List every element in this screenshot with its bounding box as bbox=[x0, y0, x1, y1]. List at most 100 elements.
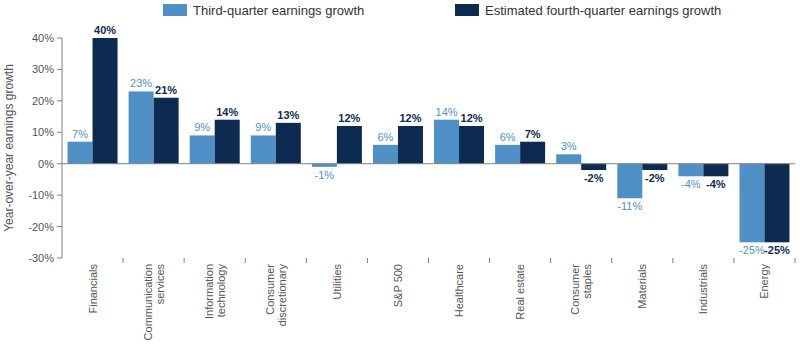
bar bbox=[215, 120, 240, 164]
legend-label: Third-quarter earnings growth bbox=[193, 3, 364, 18]
data-label: 12% bbox=[338, 112, 360, 124]
x-tick-label-line: Consumer bbox=[569, 264, 581, 315]
x-tick bbox=[795, 258, 796, 263]
bar bbox=[251, 135, 276, 163]
data-label: -11% bbox=[617, 200, 642, 212]
x-tick-label-line: discretionary bbox=[276, 264, 288, 327]
bar bbox=[703, 164, 728, 177]
x-tick-label-line: technology bbox=[215, 264, 227, 318]
y-tick-label: -30% bbox=[28, 252, 54, 264]
x-tick-label-line: Energy bbox=[758, 264, 770, 299]
y-tick-label: 40% bbox=[32, 32, 54, 44]
y-axis-title: Year-over-year earnings growth bbox=[2, 64, 16, 232]
x-tick bbox=[367, 258, 368, 263]
x-tick-label: Informationtechnology bbox=[203, 264, 227, 320]
y-tick bbox=[57, 226, 62, 227]
x-tick-label-line: Consumer bbox=[264, 264, 276, 315]
data-label: 3% bbox=[561, 140, 577, 152]
data-label: 21% bbox=[155, 84, 177, 96]
x-tick-label-line: Materials bbox=[636, 264, 648, 309]
x-tick bbox=[672, 258, 673, 263]
x-tick-label-line: Industrials bbox=[697, 264, 709, 315]
x-tick bbox=[550, 258, 551, 263]
bar bbox=[581, 164, 606, 170]
y-tick bbox=[57, 258, 62, 259]
x-tick bbox=[123, 258, 124, 263]
y-tick bbox=[57, 163, 62, 164]
x-tick-label: Communicationservices bbox=[142, 264, 166, 341]
data-label: 7% bbox=[72, 128, 88, 140]
chart: -30% -20% -10% 0% 10% 20% 30% 40% Year-over-year… bbox=[0, 0, 800, 351]
data-label: -25% bbox=[739, 244, 765, 256]
x-tick bbox=[245, 258, 246, 263]
x-tick-label: Industrials bbox=[697, 264, 709, 315]
bar bbox=[556, 154, 581, 163]
data-label: -2% bbox=[645, 172, 665, 184]
x-tick-label-line: Communication bbox=[142, 264, 154, 340]
bar bbox=[190, 135, 215, 163]
data-label: -2% bbox=[584, 172, 604, 184]
x-tick-label-line: Utilities bbox=[331, 264, 343, 300]
y-tick bbox=[57, 132, 62, 133]
bar bbox=[617, 164, 642, 199]
data-label: 9% bbox=[194, 121, 210, 133]
data-label: -25% bbox=[764, 244, 790, 256]
x-tick-label: Healthcare bbox=[453, 264, 465, 317]
data-label: 9% bbox=[255, 121, 271, 133]
legend: Third-quarter earnings growth Estimated f… bbox=[163, 3, 721, 18]
x-tick bbox=[611, 258, 612, 263]
legend-swatch bbox=[163, 4, 187, 16]
data-label: 14% bbox=[216, 106, 238, 118]
x-tick-label: Financials bbox=[87, 264, 99, 314]
data-label: 14% bbox=[436, 106, 458, 118]
legend-label: Estimated fourth-quarter earnings growth bbox=[485, 3, 721, 18]
y-tick bbox=[57, 69, 62, 70]
y-tick-label: -10% bbox=[28, 189, 54, 201]
data-label: 12% bbox=[461, 112, 483, 124]
x-tick-label-line: S&P 500 bbox=[392, 264, 404, 307]
y-tick-label: -20% bbox=[28, 221, 54, 233]
bar bbox=[68, 142, 93, 164]
bar bbox=[154, 98, 179, 164]
x-tick-label: Consumerdiscretionary bbox=[264, 264, 288, 327]
bar bbox=[93, 38, 118, 164]
bar bbox=[495, 145, 520, 164]
y-axis-line bbox=[62, 38, 63, 258]
data-label: 12% bbox=[399, 112, 421, 124]
bar bbox=[678, 164, 703, 177]
y-tick-label: 10% bbox=[32, 126, 54, 138]
x-tick-label-line: staples bbox=[581, 264, 593, 299]
x-tick-label-line: services bbox=[154, 264, 166, 305]
bar bbox=[276, 123, 301, 164]
data-label: 40% bbox=[94, 24, 116, 36]
data-label: 6% bbox=[500, 131, 516, 143]
x-tick-label: S&P 500 bbox=[392, 264, 404, 307]
x-tick bbox=[733, 258, 734, 263]
bar bbox=[764, 164, 789, 243]
y-tick-label: 30% bbox=[32, 63, 54, 75]
bar bbox=[373, 145, 398, 164]
data-label: 6% bbox=[378, 131, 394, 143]
data-label: 13% bbox=[277, 109, 299, 121]
legend-swatch bbox=[455, 4, 479, 16]
bar bbox=[129, 91, 154, 163]
bar bbox=[434, 120, 459, 164]
x-tick-label: Materials bbox=[636, 264, 648, 309]
bar bbox=[398, 126, 423, 164]
x-tick-label: Real estate bbox=[514, 264, 526, 320]
data-label: -4% bbox=[681, 178, 701, 190]
y-tick-label: 0% bbox=[38, 158, 54, 170]
y-tick-label: 20% bbox=[32, 95, 54, 107]
x-tick-label: Energy bbox=[758, 264, 770, 299]
x-tick-label-line: Healthcare bbox=[453, 264, 465, 317]
bar bbox=[520, 142, 545, 164]
data-label: -4% bbox=[706, 178, 726, 190]
y-tick bbox=[57, 195, 62, 196]
x-tick bbox=[306, 258, 307, 263]
x-tick-label-line: Information bbox=[203, 264, 215, 319]
x-tick-label-line: Real estate bbox=[514, 264, 526, 320]
data-label: -1% bbox=[315, 169, 335, 181]
x-tick-label: Consumerstaples bbox=[569, 264, 593, 315]
bar bbox=[642, 164, 667, 170]
bars bbox=[68, 38, 790, 242]
